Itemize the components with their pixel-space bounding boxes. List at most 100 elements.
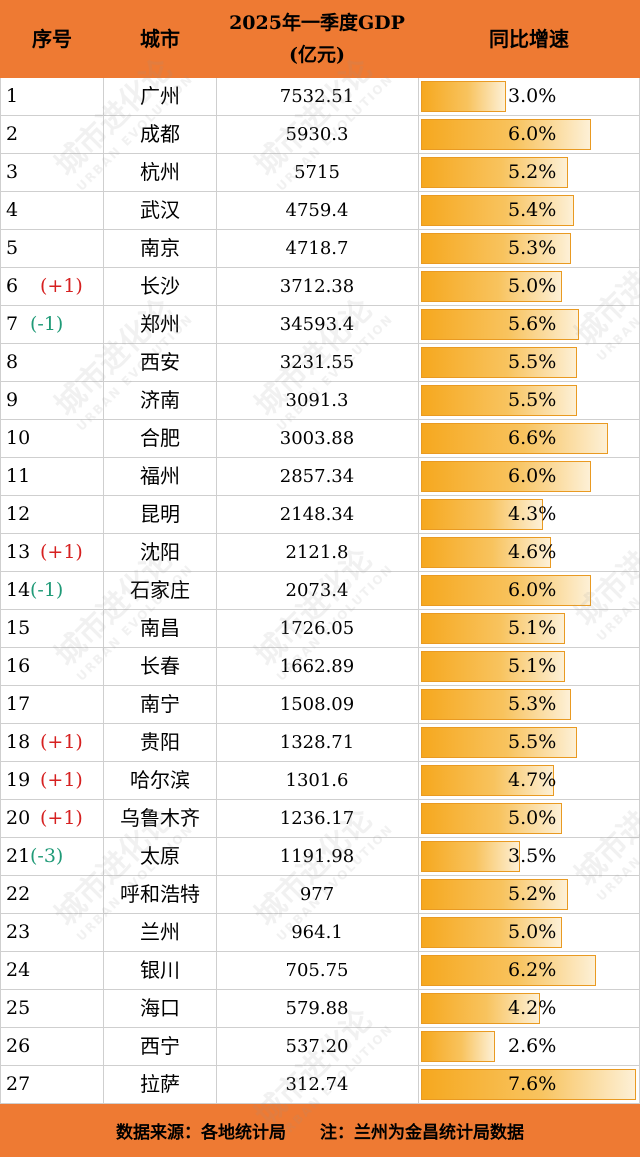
city-cell: 武汉 bbox=[140, 198, 180, 222]
city-cell: 石家庄 bbox=[130, 578, 190, 602]
rank-cell: 26 bbox=[6, 1035, 31, 1057]
gdp-cell: 2857.34 bbox=[279, 466, 355, 487]
gdp-cell: 34593.4 bbox=[279, 314, 355, 335]
rank-change-badge: (+1) bbox=[40, 807, 83, 829]
city-cell: 长沙 bbox=[140, 274, 180, 298]
table-row: 17 南宁 1508.09 5.3% bbox=[0, 686, 640, 724]
gdp-cell: 705.75 bbox=[285, 960, 349, 981]
growth-bar bbox=[421, 651, 565, 682]
gdp-cell: 977 bbox=[299, 884, 335, 905]
city-cell: 昆明 bbox=[140, 502, 180, 526]
rank-cell: 6 bbox=[6, 275, 19, 297]
city-cell: 长春 bbox=[140, 654, 180, 678]
growth-label: 5.4% bbox=[508, 199, 557, 221]
table-header: 序号 城市 2025年一季度GDP (亿元) 同比增速 bbox=[0, 0, 640, 78]
rank-change-badge: (+1) bbox=[40, 731, 83, 753]
header-gdp-line2: (亿元) bbox=[289, 44, 345, 66]
city-cell: 呼和浩特 bbox=[120, 882, 200, 906]
growth-bar bbox=[421, 765, 554, 796]
gdp-cell: 2148.34 bbox=[279, 504, 355, 525]
rank-cell: 9 bbox=[6, 389, 19, 411]
rank-cell: 24 bbox=[6, 959, 31, 981]
rank-change-badge: (+1) bbox=[40, 275, 83, 297]
rank-cell: 4 bbox=[6, 199, 19, 221]
rank-cell: 27 bbox=[6, 1073, 31, 1095]
growth-bar bbox=[421, 119, 591, 150]
growth-bar bbox=[421, 575, 591, 606]
growth-bar bbox=[421, 879, 568, 910]
table-row: 3 杭州 5715 5.2% bbox=[0, 154, 640, 192]
rank-change-badge: (+1) bbox=[40, 541, 83, 563]
table-row: 24 银川 705.75 6.2% bbox=[0, 952, 640, 990]
growth-bar bbox=[421, 271, 562, 302]
growth-label: 4.7% bbox=[508, 769, 557, 791]
gdp-cell: 1726.05 bbox=[279, 618, 355, 639]
table-row: 2 成都 5930.3 6.0% bbox=[0, 116, 640, 154]
table-row: 1 广州 7532.51 3.0% bbox=[0, 78, 640, 116]
rank-cell: 8 bbox=[6, 351, 19, 373]
growth-label: 5.1% bbox=[508, 655, 557, 677]
growth-bar bbox=[421, 499, 543, 530]
city-cell: 广州 bbox=[140, 84, 180, 108]
table-row: 8 西安 3231.55 5.5% bbox=[0, 344, 640, 382]
city-cell: 乌鲁木齐 bbox=[120, 806, 200, 830]
rank-change-badge: (+1) bbox=[40, 769, 83, 791]
growth-label: 6.0% bbox=[508, 465, 557, 487]
column-divider bbox=[216, 78, 217, 1104]
city-cell: 合肥 bbox=[140, 426, 180, 450]
growth-bar bbox=[421, 1069, 636, 1100]
footer: 数据来源：各地统计局 注：兰州为金昌统计局数据 bbox=[0, 1104, 640, 1157]
footer-note: 注：兰州为金昌统计局数据 bbox=[320, 1123, 524, 1143]
table-row: 6 (+1) 长沙 3712.38 5.0% bbox=[0, 268, 640, 306]
growth-label: 5.5% bbox=[508, 389, 557, 411]
gdp-cell: 4718.7 bbox=[285, 238, 349, 259]
table-row: 10 合肥 3003.88 6.6% bbox=[0, 420, 640, 458]
growth-bar bbox=[421, 917, 562, 948]
rank-cell: 18 bbox=[6, 731, 31, 753]
rank-cell: 12 bbox=[6, 503, 31, 525]
growth-bar bbox=[421, 727, 577, 758]
rank-cell: 11 bbox=[6, 465, 31, 487]
header-rank: 序号 bbox=[32, 27, 72, 51]
growth-label: 5.5% bbox=[508, 351, 557, 373]
city-cell: 海口 bbox=[140, 996, 180, 1020]
gdp-cell: 5715 bbox=[294, 162, 340, 183]
city-cell: 银川 bbox=[140, 958, 180, 982]
rank-cell: 21 bbox=[6, 845, 31, 867]
city-cell: 南京 bbox=[140, 236, 180, 260]
table-row: 22 呼和浩特 977 5.2% bbox=[0, 876, 640, 914]
growth-label: 5.6% bbox=[508, 313, 557, 335]
footer-source: 数据来源：各地统计局 bbox=[116, 1123, 286, 1143]
growth-label: 4.3% bbox=[508, 503, 557, 525]
gdp-cell: 1508.09 bbox=[279, 694, 355, 715]
city-cell: 贵阳 bbox=[140, 730, 180, 754]
table-row: 13 (+1) 沈阳 2121.8 4.6% bbox=[0, 534, 640, 572]
gdp-table: 1 广州 7532.51 3.0% 2 成都 5930.3 6.0% 3 杭州 5715 5.2% 4 武… bbox=[0, 52, 640, 1144]
growth-label: 4.2% bbox=[508, 997, 557, 1019]
header-gdp-line1: 2025年一季度GDP bbox=[229, 12, 405, 34]
growth-bar bbox=[421, 803, 562, 834]
growth-bar bbox=[421, 955, 596, 986]
rank-cell: 5 bbox=[6, 237, 19, 259]
rank-cell: 17 bbox=[6, 693, 31, 715]
growth-bar bbox=[421, 689, 571, 720]
gdp-cell: 2073.4 bbox=[285, 580, 349, 601]
gdp-cell: 2121.8 bbox=[285, 542, 349, 563]
table-row: 27 拉萨 312.74 7.6% bbox=[0, 1066, 640, 1104]
table-row: 9 济南 3091.3 5.5% bbox=[0, 382, 640, 420]
growth-bar bbox=[421, 385, 577, 416]
gdp-cell: 3091.3 bbox=[285, 390, 349, 411]
growth-label: 5.0% bbox=[508, 275, 557, 297]
rank-cell: 20 bbox=[6, 807, 31, 829]
table-row: 19 (+1) 哈尔滨 1301.6 4.7% bbox=[0, 762, 640, 800]
growth-bar bbox=[421, 993, 540, 1024]
growth-label: 5.1% bbox=[508, 617, 557, 639]
city-cell: 太原 bbox=[140, 844, 180, 868]
gdp-cell: 1328.71 bbox=[279, 732, 355, 753]
city-cell: 西安 bbox=[140, 350, 180, 374]
growth-label: 3.0% bbox=[508, 85, 557, 107]
table-row: 11 福州 2857.34 6.0% bbox=[0, 458, 640, 496]
header-gdp: 2025年一季度GDP (亿元) bbox=[216, 0, 418, 78]
rank-cell: 14 bbox=[6, 579, 31, 601]
gdp-cell: 3712.38 bbox=[279, 276, 355, 297]
